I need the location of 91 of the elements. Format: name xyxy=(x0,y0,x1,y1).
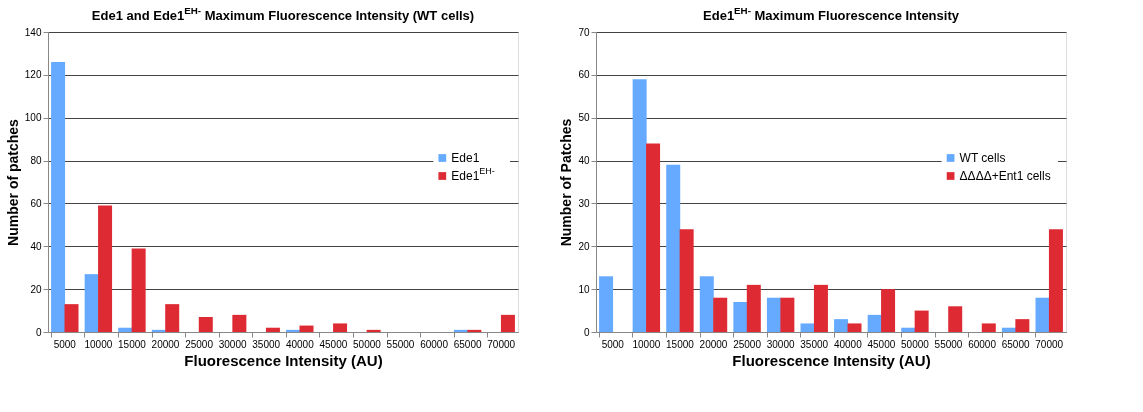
x-tick-label: 55000 xyxy=(934,338,963,350)
x-tick-label: 55000 xyxy=(386,338,415,350)
x-tick-label: 65000 xyxy=(1001,338,1030,350)
y-tick-label: 60 xyxy=(30,197,42,209)
x-tick-label: 50000 xyxy=(353,338,382,350)
bar xyxy=(118,327,133,332)
x-tick-label: 65000 xyxy=(453,338,482,350)
y-axis-title: Number of Patches xyxy=(558,118,575,247)
x-tick-label: 60000 xyxy=(968,338,997,350)
x-tick-label: 35000 xyxy=(252,338,281,350)
x-tick-label: 10000 xyxy=(632,338,661,350)
x-axis-title: Fluorescence Intensity (AU) xyxy=(732,351,931,369)
y-tick-label: 0 xyxy=(35,326,42,338)
x-tick-label: 60000 xyxy=(420,338,449,350)
bar xyxy=(64,304,79,332)
bar xyxy=(599,276,614,332)
bar xyxy=(98,205,113,332)
bar xyxy=(746,284,761,332)
bar xyxy=(286,329,301,332)
bar xyxy=(232,314,247,332)
bar xyxy=(813,284,828,332)
bar xyxy=(881,289,896,332)
bar xyxy=(1048,229,1063,332)
bar xyxy=(299,325,314,332)
bar xyxy=(914,310,929,332)
bar xyxy=(646,143,661,332)
bar xyxy=(1015,319,1030,332)
y-tick-label: 30 xyxy=(578,197,590,209)
x-tick-label: 50000 xyxy=(901,338,930,350)
bar xyxy=(834,319,849,332)
bar xyxy=(165,304,180,332)
x-axis-title: Fluorescence Intensity (AU) xyxy=(184,351,383,369)
bar xyxy=(265,327,280,332)
bar xyxy=(800,323,815,332)
y-tick-label: 120 xyxy=(24,69,42,81)
x-tick-label: 30000 xyxy=(218,338,247,350)
legend-label: Ede1 xyxy=(451,151,480,165)
y-tick-label: 60 xyxy=(578,69,590,81)
legend-label: ΔΔΔΔ+Ent1 cells xyxy=(959,169,1051,183)
bar xyxy=(901,327,916,332)
bar xyxy=(51,62,66,332)
y-tick-label: 40 xyxy=(578,155,590,167)
bar xyxy=(847,323,862,332)
bar xyxy=(867,314,882,332)
bar xyxy=(632,79,647,332)
bar xyxy=(198,317,213,332)
y-tick-label: 0 xyxy=(583,326,590,338)
y-tick-label: 10 xyxy=(578,283,590,295)
bar xyxy=(780,297,795,332)
x-tick-label: 5000 xyxy=(601,338,625,350)
x-tick-label: 45000 xyxy=(867,338,896,350)
x-tick-label: 40000 xyxy=(285,338,315,350)
y-tick-label: 20 xyxy=(30,283,42,295)
y-tick-label: 20 xyxy=(578,240,590,252)
bar xyxy=(733,302,748,332)
bar xyxy=(948,306,963,332)
x-tick-label: 70000 xyxy=(487,338,516,350)
x-tick-label: 25000 xyxy=(185,338,214,350)
bar xyxy=(981,323,996,332)
y-axis-title: Number of patches xyxy=(4,118,21,246)
bar xyxy=(1035,297,1050,332)
bar xyxy=(713,297,728,332)
y-tick-label: 80 xyxy=(30,155,42,167)
x-tick-label: 30000 xyxy=(766,338,795,350)
x-tick-label: 15000 xyxy=(666,338,695,350)
bar xyxy=(766,297,781,332)
x-tick-label: 40000 xyxy=(833,338,863,350)
legend-label: WT cells xyxy=(959,151,1006,165)
bar xyxy=(131,248,146,332)
x-tick-label: 10000 xyxy=(84,338,113,350)
y-tick-label: 70 xyxy=(578,26,590,38)
x-tick-label: 20000 xyxy=(151,338,180,350)
y-tick-label: 40 xyxy=(30,240,42,252)
bar xyxy=(679,229,694,332)
x-tick-label: 25000 xyxy=(733,338,762,350)
y-tick-label: 50 xyxy=(578,112,590,124)
x-tick-label: 35000 xyxy=(800,338,829,350)
y-tick-label: 140 xyxy=(24,26,42,38)
bar xyxy=(500,314,515,332)
x-tick-label: 20000 xyxy=(699,338,728,350)
bar xyxy=(333,323,348,332)
bar xyxy=(699,276,714,332)
bar xyxy=(84,274,99,332)
bar xyxy=(366,329,381,332)
x-tick-label: 70000 xyxy=(1035,338,1064,350)
y-tick-label: 100 xyxy=(24,112,42,124)
x-tick-label: 45000 xyxy=(319,338,348,350)
bar xyxy=(467,329,482,332)
x-tick-label: 5000 xyxy=(53,338,77,350)
bar xyxy=(666,164,681,332)
x-tick-label: 15000 xyxy=(118,338,147,350)
